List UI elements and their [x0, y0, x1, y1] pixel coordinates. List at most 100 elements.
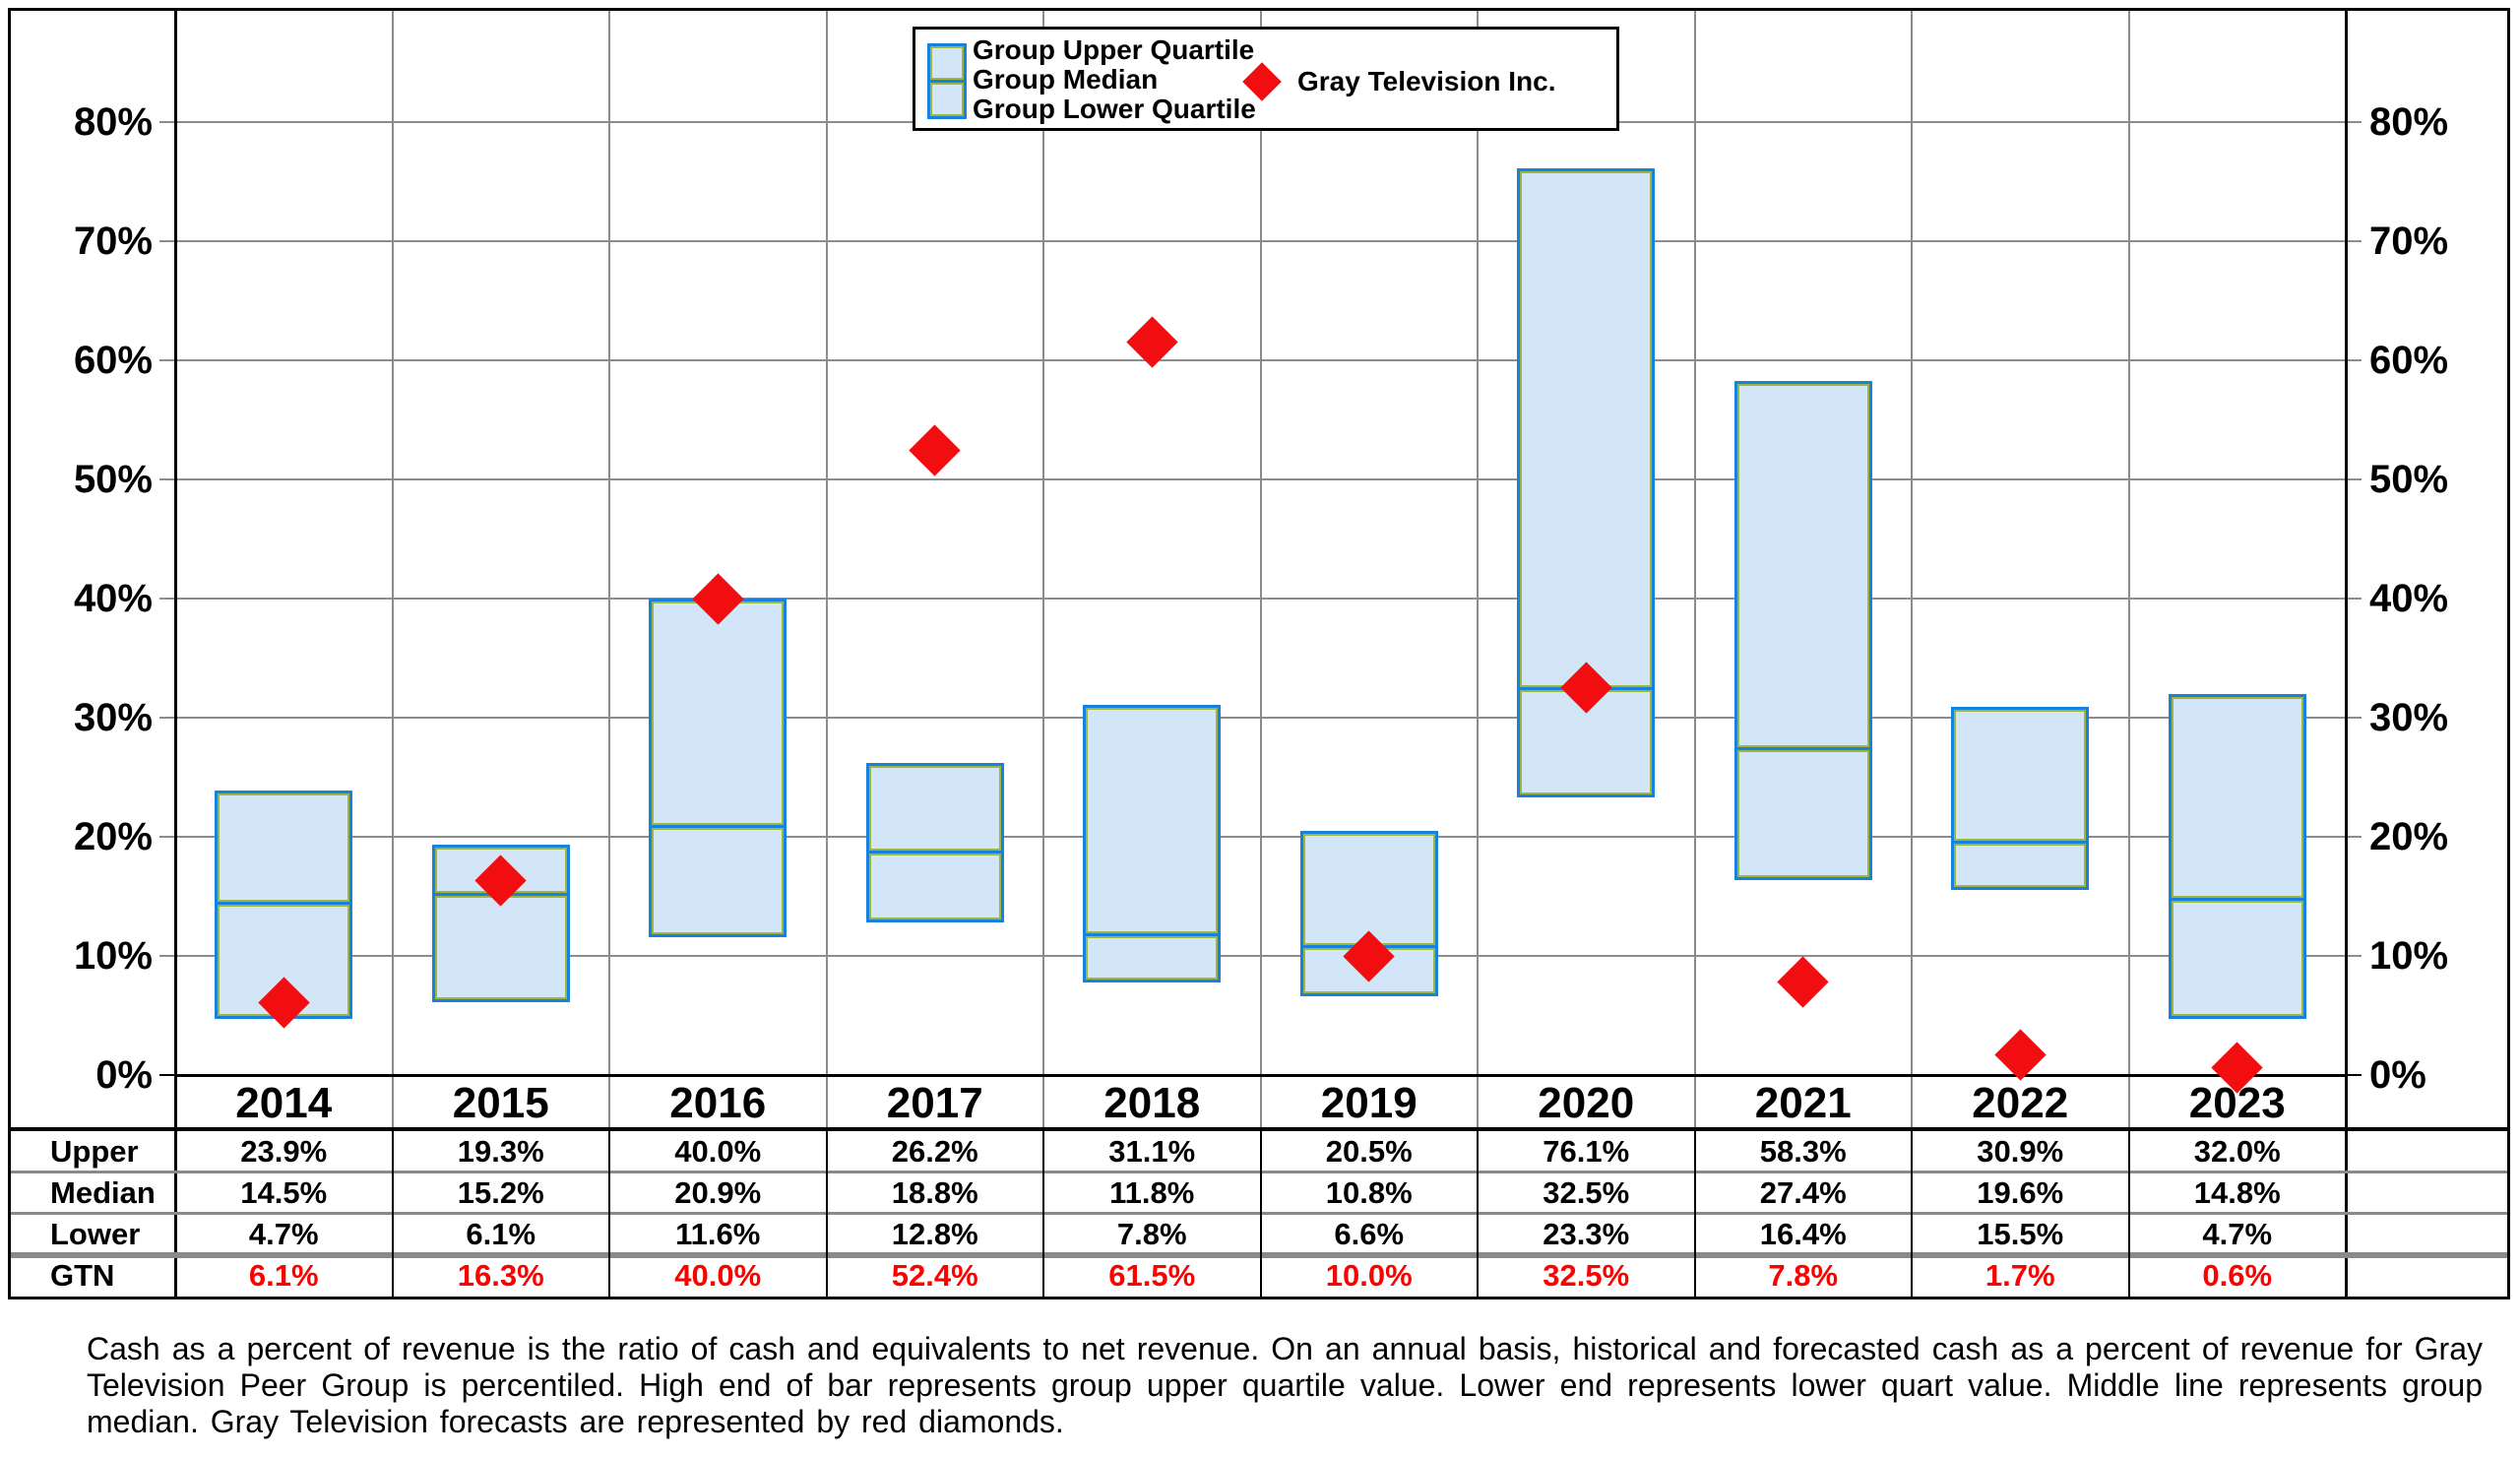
vertical-gridline	[608, 11, 610, 1127]
y-axis-tick-left	[159, 955, 175, 957]
y-axis-tick-left	[159, 1074, 175, 1076]
vertical-gridline	[1693, 11, 1696, 1127]
x-axis-year-label: 2016	[669, 1079, 767, 1127]
y-axis-tick-right	[2346, 121, 2362, 123]
table-cell: 20.5%	[1325, 1134, 1413, 1169]
y-axis-label-left: 30%	[73, 696, 153, 739]
horizontal-gridline	[175, 955, 2346, 957]
quartile-bar-lower-segment	[1951, 840, 2090, 891]
table-cell: 58.3%	[1759, 1134, 1847, 1169]
vertical-gridline	[1911, 11, 1913, 1127]
table-cell: 18.8%	[891, 1175, 978, 1210]
table-column-separator	[1693, 1127, 1696, 1297]
table-cell: 23.3%	[1543, 1217, 1630, 1251]
y-axis-label-right: 50%	[2369, 458, 2449, 501]
horizontal-gridline	[175, 359, 2346, 361]
y-axis-label-right: 0%	[2369, 1053, 2426, 1097]
vertical-gridline	[1477, 11, 1479, 1127]
table-column-separator	[1911, 1127, 1913, 1297]
table-cell: 30.9%	[1977, 1134, 2064, 1169]
table-column-separator	[391, 1127, 394, 1297]
table-cell: 26.2%	[891, 1134, 978, 1169]
quartile-bar-upper-segment	[1083, 704, 1222, 937]
x-axis-zero-line	[175, 1074, 2346, 1077]
y-axis-label-right: 30%	[2369, 696, 2449, 739]
table-column-separator	[608, 1127, 610, 1297]
gtn-diamond-marker	[1777, 956, 1829, 1008]
table-column-separator	[825, 1127, 828, 1297]
table-cell: 19.3%	[457, 1134, 544, 1169]
table-cell: 61.5%	[1108, 1258, 1196, 1293]
horizontal-gridline	[175, 240, 2346, 242]
legend-label-gray-television: Gray Television Inc.	[1297, 66, 1556, 96]
y-axis-label-right: 60%	[2369, 339, 2449, 382]
y-axis-label-left: 40%	[73, 577, 153, 620]
quartile-bar-upper-segment	[1951, 707, 2090, 844]
vertical-gridline	[825, 11, 828, 1127]
chart-frame: Group Upper Quartile Group Median Group …	[8, 8, 2510, 1299]
legend-label-median: Group Median	[973, 64, 1159, 95]
quartile-bar-upper-segment	[865, 762, 1004, 854]
y-axis-label-right: 80%	[2369, 100, 2449, 144]
quartile-bar-upper-segment	[2168, 693, 2306, 901]
quartile-bar-lower-segment	[431, 893, 570, 1003]
y-axis-tick-right	[2346, 717, 2362, 719]
y-axis-label-right: 70%	[2369, 220, 2449, 263]
table-row-label: GTN	[50, 1258, 115, 1293]
table-cell: 10.8%	[1325, 1175, 1413, 1210]
table-cell: 10.0%	[1325, 1258, 1413, 1293]
legend-label-upper-quartile: Group Upper Quartile	[973, 34, 1255, 65]
y-axis-tick-left	[159, 121, 175, 123]
table-cell: 14.8%	[2193, 1175, 2281, 1210]
quartile-bar-lower-segment	[865, 850, 1004, 923]
x-axis-year-label: 2019	[1320, 1079, 1418, 1127]
table-cell: 32.5%	[1543, 1258, 1630, 1293]
quartile-bar-lower-segment	[649, 825, 788, 937]
table-cell: 40.0%	[674, 1258, 762, 1293]
legend-label-lower-quartile: Group Lower Quartile	[973, 94, 1256, 124]
x-axis-year-label: 2015	[452, 1079, 549, 1127]
vertical-gridline	[391, 11, 394, 1127]
table-column-separator	[1259, 1127, 1262, 1297]
table-cell: 0.6%	[2202, 1258, 2273, 1293]
y-axis-label-left: 60%	[73, 339, 153, 382]
x-axis-year-label: 2014	[235, 1079, 333, 1127]
y-axis-tick-right	[2346, 836, 2362, 838]
y-axis-left-spine	[174, 11, 177, 1297]
table-column-separator	[1042, 1127, 1044, 1297]
quartile-bar-upper-segment	[649, 599, 788, 829]
table-cell: 14.5%	[240, 1175, 328, 1210]
y-axis-label-left: 80%	[73, 100, 153, 144]
x-axis-year-label: 2021	[1754, 1079, 1852, 1127]
table-row-separator	[11, 1212, 2507, 1215]
vertical-gridline	[1042, 11, 1044, 1127]
table-cell: 11.6%	[675, 1217, 761, 1251]
x-axis-year-label: 2022	[1972, 1079, 2069, 1127]
table-cell: 6.1%	[248, 1258, 319, 1293]
table-row-separator-thick	[11, 1252, 2507, 1258]
swatch-lower-cell	[927, 80, 967, 119]
table-cell: 23.9%	[240, 1134, 328, 1169]
table-cell: 16.4%	[1759, 1217, 1847, 1251]
table-cell: 4.7%	[2202, 1217, 2273, 1251]
table-row-label: Upper	[50, 1134, 139, 1169]
table-cell: 4.7%	[248, 1217, 319, 1251]
quartile-bar-upper-segment	[215, 790, 353, 905]
y-axis-label-left: 10%	[73, 934, 153, 978]
table-cell: 15.5%	[1977, 1217, 2064, 1251]
y-axis-tick-left	[159, 240, 175, 242]
table-cell: 52.4%	[891, 1258, 978, 1293]
y-axis-tick-right	[2346, 1074, 2362, 1076]
table-top-border	[11, 1127, 2507, 1131]
y-axis-tick-left	[159, 717, 175, 719]
table-cell: 20.9%	[674, 1175, 762, 1210]
vertical-gridline	[2127, 11, 2130, 1127]
table-row-separator	[11, 1171, 2507, 1173]
quartile-bar-lower-segment	[1733, 747, 1872, 880]
table-cell: 40.0%	[674, 1134, 762, 1169]
x-axis-year-label: 2020	[1538, 1079, 1635, 1127]
table-cell: 19.6%	[1977, 1175, 2064, 1210]
horizontal-gridline	[175, 478, 2346, 480]
y-axis-label-left: 50%	[73, 458, 153, 501]
